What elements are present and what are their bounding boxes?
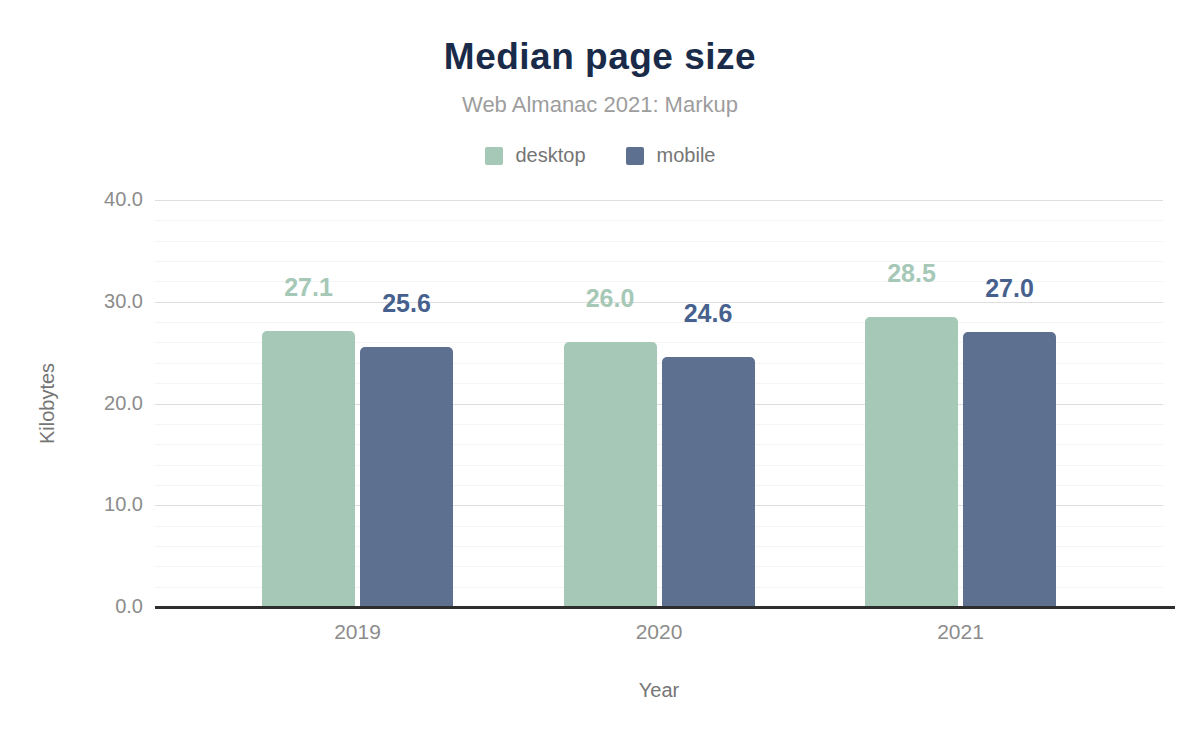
y-tick-label: 20.0 xyxy=(55,392,143,415)
y-tick-label: 0.0 xyxy=(55,595,143,618)
chart-title: Median page size xyxy=(0,36,1200,78)
x-axis-line xyxy=(155,606,1175,609)
minor-gridline xyxy=(155,261,1163,262)
bar-value-mobile-2021: 27.0 xyxy=(950,274,1070,303)
minor-gridline xyxy=(155,220,1163,221)
bar-chart: Median page size Web Almanac 2021: Marku… xyxy=(0,0,1200,742)
bar-desktop-2020 xyxy=(564,342,657,607)
bar-value-mobile-2019: 25.6 xyxy=(347,289,467,318)
x-tick-label-2019: 2019 xyxy=(278,620,438,644)
legend-swatch-mobile xyxy=(626,147,644,165)
y-tick-label: 40.0 xyxy=(55,188,143,211)
y-axis-title: Kilobytes xyxy=(36,328,59,478)
y-tick-label: 10.0 xyxy=(55,493,143,516)
bar-mobile-2019 xyxy=(360,347,453,607)
legend: desktop mobile xyxy=(0,144,1200,167)
y-tick-label: 30.0 xyxy=(55,290,143,313)
bar-desktop-2021 xyxy=(865,317,958,607)
legend-item-mobile: mobile xyxy=(626,144,716,167)
legend-item-desktop: desktop xyxy=(485,144,586,167)
bar-mobile-2020 xyxy=(662,357,755,607)
major-gridline xyxy=(155,200,1163,201)
legend-label-mobile: mobile xyxy=(657,144,716,167)
chart-subtitle: Web Almanac 2021: Markup xyxy=(0,92,1200,118)
minor-gridline xyxy=(155,241,1163,242)
x-axis-title: Year xyxy=(559,679,759,702)
bar-value-mobile-2020: 24.6 xyxy=(648,299,768,328)
x-tick-label-2020: 2020 xyxy=(579,620,739,644)
x-tick-label-2021: 2021 xyxy=(881,620,1041,644)
bar-desktop-2019 xyxy=(262,331,355,607)
bar-mobile-2021 xyxy=(963,332,1056,607)
legend-swatch-desktop xyxy=(485,147,503,165)
legend-label-desktop: desktop xyxy=(516,144,586,167)
